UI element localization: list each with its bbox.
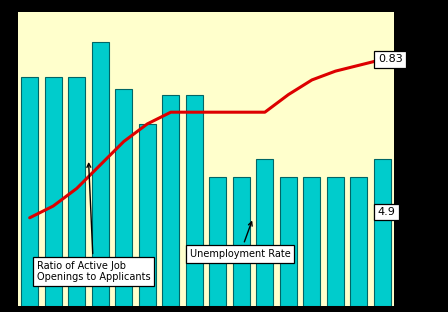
Bar xyxy=(303,177,320,306)
Bar xyxy=(92,42,109,306)
Bar xyxy=(68,77,85,306)
Bar xyxy=(280,177,297,306)
Text: Unemployment Rate: Unemployment Rate xyxy=(190,222,290,259)
Text: Ratio of Active Job
Openings to Applicants: Ratio of Active Job Openings to Applican… xyxy=(37,163,151,282)
Bar xyxy=(233,177,250,306)
Bar xyxy=(327,177,344,306)
Text: 0.83: 0.83 xyxy=(378,54,402,64)
Bar xyxy=(45,77,62,306)
Bar xyxy=(115,89,132,306)
Bar xyxy=(139,124,156,306)
Bar xyxy=(374,159,391,306)
Bar xyxy=(186,95,203,306)
Bar xyxy=(162,95,179,306)
Bar xyxy=(21,77,38,306)
Bar xyxy=(256,159,273,306)
Bar xyxy=(350,177,367,306)
Bar xyxy=(209,177,226,306)
Text: 4.9: 4.9 xyxy=(378,207,396,217)
